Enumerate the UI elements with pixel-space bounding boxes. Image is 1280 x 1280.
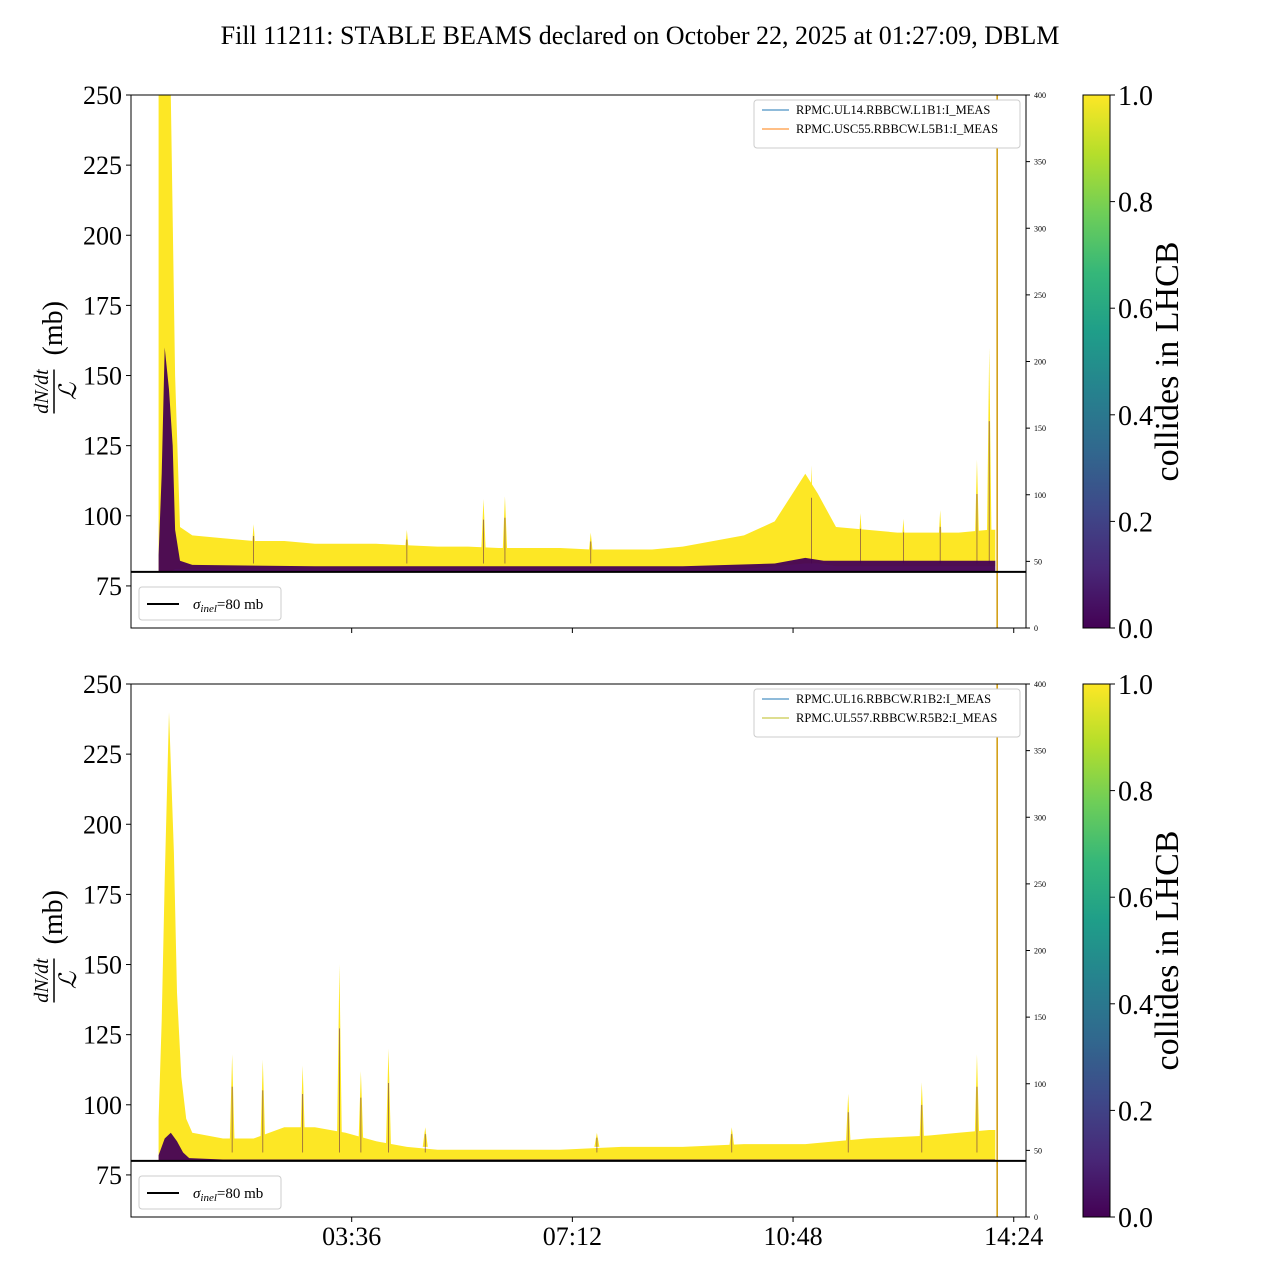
y-label-numerator: dN/dt — [31, 369, 53, 414]
y-label-denominator: ℒ — [56, 382, 82, 400]
y2-tick-label: 400 — [1034, 91, 1046, 100]
y2-tick-label: 250 — [1034, 291, 1046, 300]
y-tick-label: 225 — [83, 740, 122, 769]
y-label-unit: (mb) — [38, 301, 69, 355]
ref-legend-box — [138, 1175, 282, 1210]
plot-area — [158, 684, 998, 1217]
colorbar-tick-label: 0.4 — [1118, 990, 1153, 1021]
y2-tick-label: 100 — [1034, 1080, 1046, 1089]
y2-tick-label: 350 — [1034, 158, 1046, 167]
plot-area — [158, 95, 998, 628]
y-tick-label: 75 — [96, 1161, 122, 1190]
colorbar-tick-label: 0.2 — [1118, 1096, 1153, 1127]
colorbar-label: collides in LHCB — [1149, 831, 1186, 1071]
colorbar-tick-label: 1.0 — [1118, 81, 1153, 112]
plots-layer: 75 100 125 150 175 200 225 250 0 50 100 150 200 250 30… — [31, 81, 1186, 1251]
x-tick-label: 10:48 — [763, 1222, 822, 1251]
y-tick-label: 250 — [83, 670, 122, 699]
x-tick-label: 07:12 — [543, 1222, 602, 1251]
y-tick-label: 150 — [83, 951, 122, 980]
y-tick-label: 175 — [83, 880, 122, 909]
y2-tick-label: 150 — [1034, 1013, 1046, 1022]
y-tick-label: 175 — [83, 291, 122, 320]
y2-tick-label: 200 — [1034, 358, 1046, 367]
ref-legend-rest: =80 mb — [217, 1186, 263, 1202]
plot-panel-1: 75 100 125 150 175 200 225 250 0 50 100 150 200 250 30… — [31, 81, 1186, 645]
figure-title: Fill 11211: STABLE BEAMS declared on Oct… — [221, 21, 1060, 50]
y2-tick-label: 400 — [1034, 680, 1046, 689]
legend-label: RPMC.USC55.RBBCW.L5B1:I_MEAS — [796, 122, 998, 136]
y2-tick-label: 350 — [1034, 747, 1046, 756]
legend-label: RPMC.UL14.RBBCW.L1B1:I_MEAS — [796, 103, 990, 117]
y-tick-label: 125 — [83, 1021, 122, 1050]
y-tick-label: 150 — [83, 362, 122, 391]
colorbar-tick-label: 0.0 — [1118, 1203, 1153, 1234]
ref-legend-label: σinel=80 mb — [193, 597, 263, 615]
ref-legend-rest: =80 mb — [217, 597, 263, 613]
ref-legend-sub: inel — [200, 603, 217, 615]
y-label-denominator: ℒ — [56, 971, 82, 989]
y2-tick-label: 300 — [1034, 224, 1046, 233]
colorbar-tick-label: 0.2 — [1118, 507, 1153, 538]
y2-tick-label: 150 — [1034, 424, 1046, 433]
y-tick-label: 75 — [96, 572, 122, 601]
y2-tick-label: 50 — [1034, 1146, 1042, 1155]
y-tick-label: 200 — [83, 221, 122, 250]
colorbar-tick-label: 0.8 — [1118, 777, 1153, 808]
y-label-unit: (mb) — [38, 890, 69, 944]
y2-tick-label: 0 — [1034, 1213, 1038, 1222]
colorbar-tick-label: 0.6 — [1118, 883, 1153, 914]
y2-tick-label: 100 — [1034, 491, 1046, 500]
colorbar-tick-label: 0.6 — [1118, 294, 1153, 325]
colorbar-tick-label: 0.4 — [1118, 401, 1153, 432]
y-axis-label: dN/dt ℒ (mb) — [31, 301, 82, 414]
y-tick-label: 200 — [83, 810, 122, 839]
x-tick-label: 14:24 — [984, 1222, 1043, 1251]
data-band-collides-1 — [158, 712, 996, 1161]
colorbar-label: collides in LHCB — [1149, 242, 1186, 482]
y2-tick-label: 0 — [1034, 624, 1038, 633]
x-tick-label: 03:36 — [322, 1222, 381, 1251]
ref-legend-sigma: σ — [193, 597, 201, 613]
y-tick-label: 225 — [83, 151, 122, 180]
y-tick-label: 250 — [83, 81, 122, 110]
ref-legend-box — [138, 586, 282, 621]
y2-tick-label: 50 — [1034, 557, 1042, 566]
colorbar-tick-label: 0.0 — [1118, 614, 1153, 645]
colorbar — [1082, 94, 1111, 629]
legend-label: RPMC.UL557.RBBCW.R5B2:I_MEAS — [796, 711, 997, 725]
colorbar — [1082, 683, 1111, 1218]
colorbar-tick-label: 1.0 — [1118, 670, 1153, 701]
ref-legend-label: σinel=80 mb — [193, 1186, 263, 1204]
legend-label: RPMC.UL16.RBBCW.R1B2:I_MEAS — [796, 692, 991, 706]
y-tick-label: 125 — [83, 432, 122, 461]
y2-tick-label: 300 — [1034, 813, 1046, 822]
legend-box — [753, 99, 1021, 149]
ref-legend-sigma: σ — [193, 1186, 201, 1202]
y-tick-label: 100 — [83, 502, 122, 531]
colorbar-tick-label: 0.8 — [1118, 188, 1153, 219]
ref-legend-sub: inel — [200, 1192, 217, 1204]
y-label-numerator: dN/dt — [31, 958, 53, 1003]
plot-panel-2: 75 100 125 150 175 200 225 250 0 50 100 150 200 250 30… — [31, 670, 1186, 1251]
y-axis-label: dN/dt ℒ (mb) — [31, 890, 82, 1003]
y2-tick-label: 200 — [1034, 947, 1046, 956]
y2-tick-label: 250 — [1034, 880, 1046, 889]
data-band-collides-1 — [158, 95, 996, 572]
legend-box — [753, 688, 1021, 738]
y-tick-label: 100 — [83, 1091, 122, 1120]
